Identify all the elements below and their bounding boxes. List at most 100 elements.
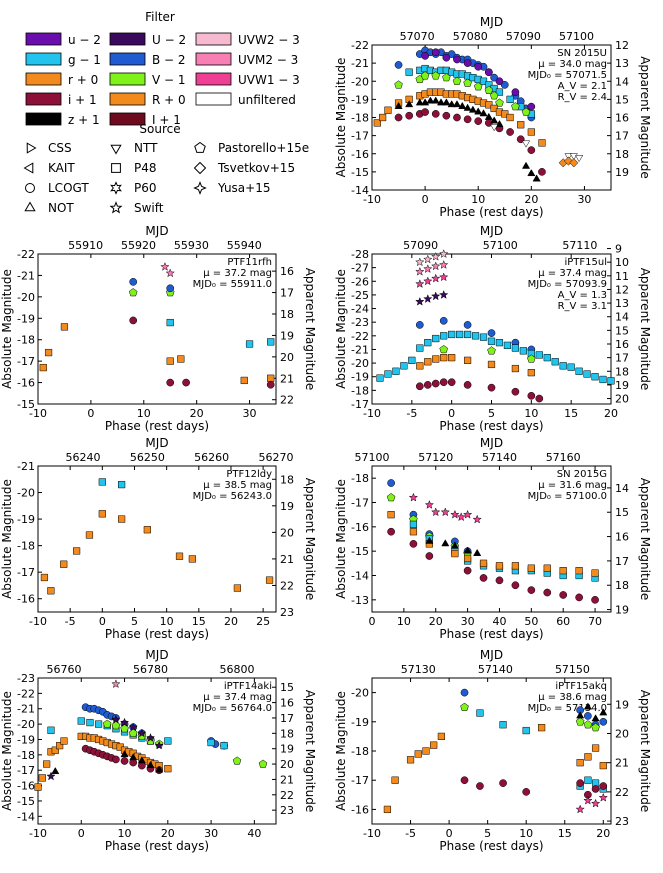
- point-sn2015g-4-11: [575, 567, 583, 575]
- point-sn2015g-5-4: [479, 574, 488, 582]
- point-ptf11rfh-5-3: [266, 380, 275, 389]
- x-axis-label-sn2015g: Phase (rest days): [439, 627, 543, 641]
- legend-filter-label-6: r + 0: [68, 73, 98, 87]
- point-iptf15ul-7-1: [424, 358, 432, 366]
- xtick-label-sn2015g-5: 50: [524, 615, 538, 628]
- ytick-label-ptf11rfh-4: -18: [17, 334, 35, 347]
- point-sn2015g-4-7: [511, 562, 520, 570]
- panel-sn2015g: 0 10 20 30 40 50 60 70 -18 -17 -16 -15 -14 -13 14 15 16 1…: [334, 436, 652, 641]
- annotation-sn2015g-2: MJD₀ = 57100.0: [528, 491, 607, 502]
- point-sn2015u-5-14: [538, 168, 546, 176]
- ytick-label-sn2015u-4: -18: [351, 112, 369, 125]
- ytick-label-ptf12ldy-2: -19: [17, 513, 35, 526]
- series-iptf15akq-2: [460, 702, 600, 732]
- annotation-sn2015u-4: R_V = 2.4: [558, 92, 607, 103]
- legend-source-label-7: P60: [134, 181, 157, 195]
- series-iptf15akq-6: [575, 792, 608, 814]
- y2-axis-label-sn2015g: Apparent Magnitude: [638, 478, 652, 601]
- point-iptf15akq-4-3: [522, 788, 531, 796]
- y2tick-label-ptf11rfh-1: 17: [280, 287, 294, 300]
- ytick-label-iptf15ul-0: -28: [351, 248, 369, 261]
- point-iptf15akq-0-11: [599, 761, 607, 770]
- legend-source-label-5: Tsvetkov+15: [217, 161, 295, 175]
- panel-sn2015u: -10 0 10 20 30 -22 -21 -20 -19 -18 -17 -16 -15 -14 12 1…: [334, 15, 652, 219]
- point-iptf15ul-5-5: [416, 344, 424, 352]
- series-ptf11rfh-4: [129, 278, 175, 293]
- y2tick-label-sn2015g-1: 15: [615, 506, 629, 519]
- series-ptf11rfh-2: [160, 262, 175, 278]
- point-iptf15akq-0-5: [430, 741, 438, 749]
- point-iptf15ul-5-18: [519, 347, 527, 355]
- series-iptf15akq-4: [460, 776, 608, 799]
- point-sn2015g-4-6: [495, 562, 504, 570]
- y2tick-label-sn2015g-3: 17: [615, 555, 629, 568]
- ytick-label-iptf14aki-7: -16: [17, 780, 35, 793]
- point-iptf14aki-3-0: [102, 719, 112, 728]
- point-sn2015g-4-5: [479, 559, 488, 567]
- ytick-label-iptf15ul-3: -25: [351, 289, 369, 302]
- point-sn2015u-6-0: [394, 101, 403, 109]
- xtick-label-sn2015g-4: 40: [492, 615, 506, 628]
- point-sn2015u-4-23: [517, 121, 525, 129]
- legend-source-symbol-3: [23, 162, 34, 174]
- legend-swatch-12: [25, 112, 62, 126]
- point-sn2015u-6-18: [521, 161, 531, 169]
- x-axis-label-ptf12ldy: Phase (rest days): [105, 627, 209, 641]
- point-sn2015g-3-0: [409, 520, 418, 529]
- xtick-label-ptf11rfh-2: 10: [137, 407, 151, 420]
- point-iptf15ul-5-4: [408, 356, 416, 364]
- point-iptf15akq-0-1: [391, 776, 399, 784]
- y2tick-label-iptf15ul-10: 19: [615, 379, 629, 392]
- y2tick-label-iptf14aki-5: 20: [280, 758, 294, 771]
- point-iptf14aki-6-0: [46, 771, 56, 781]
- point-sn2015u-5-3: [421, 108, 429, 116]
- xtick-label-sn2015g-3: 30: [461, 615, 475, 628]
- point-sn2015u-6-7: [442, 98, 451, 106]
- panel-ptf12ldy: -10 -5 0 5 10 15 20 25 -21 -20 -19 -18 -17 -16 18 19 20 2…: [0, 436, 317, 641]
- point-sn2015g-4-0: [387, 511, 395, 519]
- point-sn2015u-5-8: [474, 117, 483, 125]
- point-iptf15ul-8-1: [423, 381, 432, 389]
- xtick-label-iptf15akq-4: 10: [519, 827, 533, 840]
- ytick-label-ptf11rfh-5: -17: [17, 355, 35, 368]
- point-sn2015u-4-25: [538, 139, 546, 147]
- annotation-ptf12ldy-0: PTF12ldy: [226, 469, 272, 480]
- ytick-label-iptf14aki-1: -22: [17, 687, 35, 700]
- mjd-tick-label-ptf11rfh-3: 55940: [227, 239, 262, 252]
- point-sn2015u-6-1: [405, 100, 414, 108]
- legend-source-label-4: P48: [134, 161, 157, 175]
- point-sn2015g-4-12: [591, 569, 599, 577]
- ytick-label-iptf15akq-4: -16: [351, 803, 369, 816]
- point-iptf15ul-4-3: [487, 329, 496, 337]
- point-sn2015g-5-3: [463, 566, 472, 575]
- point-sn2015g-4-3: [451, 549, 459, 558]
- ytick-label-iptf14aki-2: -21: [17, 703, 35, 716]
- point-iptf15ul-5-24: [567, 363, 575, 371]
- point-sn2015g-0-2: [431, 507, 441, 517]
- point-iptf15ul-8-6: [487, 383, 496, 392]
- point-iptf15akq-0-0: [383, 805, 392, 814]
- y2tick-label-ptf11rfh-3: 19: [280, 329, 294, 342]
- xtick-label-iptf14aki-5: 40: [247, 827, 261, 840]
- y2tick-label-ptf12ldy-4: 22: [280, 579, 294, 592]
- point-iptf15ul-7-3: [440, 354, 448, 362]
- point-sn2015g-5-11: [591, 595, 599, 604]
- y2tick-label-sn2015g-2: 16: [615, 531, 629, 544]
- series-iptf15akq-5: [576, 702, 608, 722]
- point-ptf11rfh-0-4: [177, 355, 185, 363]
- legend-filter-title: Filter: [145, 10, 175, 24]
- annotation-sn2015g-0: SN 2015G: [557, 469, 607, 480]
- annotation-sn2015u-2: MJD₀ = 57071.5: [528, 70, 607, 81]
- point-iptf15akq-2-1: [575, 717, 585, 726]
- point-iptf15ul-8-8: [527, 391, 536, 400]
- point-sn2015u-1-0: [421, 52, 429, 60]
- point-iptf14aki-2-1: [77, 717, 85, 725]
- point-iptf14aki-7-5: [155, 765, 164, 773]
- annotation-iptf14aki-1: μ = 37.4 mag: [203, 692, 272, 703]
- point-iptf14aki-5-7: [112, 755, 120, 764]
- top-axis-label-iptf15akq: MJD: [480, 648, 503, 662]
- point-iptf15akq-3-0: [476, 709, 484, 717]
- point-iptf15akq-0-3: [414, 750, 422, 758]
- point-sn2015u-4-4: [405, 95, 413, 103]
- point-ptf11rfh-1-2: [267, 338, 275, 346]
